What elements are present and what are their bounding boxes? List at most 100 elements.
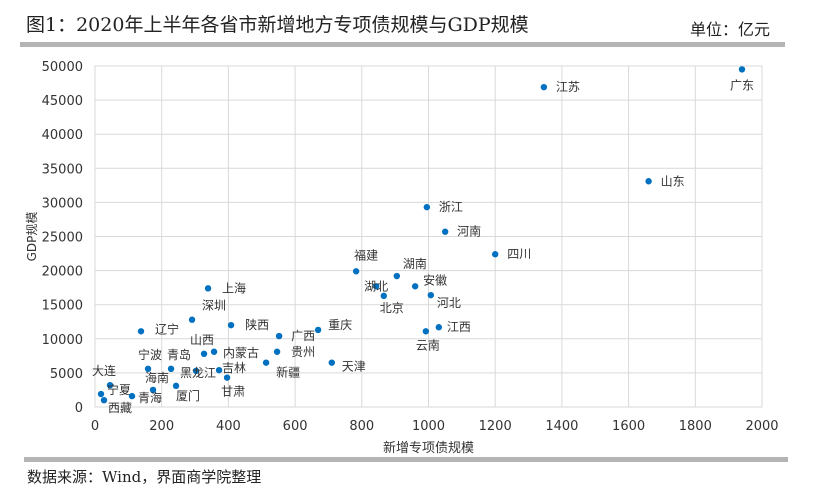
data-point	[106, 381, 114, 389]
data-point	[435, 324, 443, 331]
point-label: 广东	[730, 78, 754, 92]
data-point	[540, 83, 548, 91]
point-label: 浙江	[439, 200, 463, 214]
data-point	[273, 348, 281, 355]
point-label: 四川	[507, 247, 531, 261]
x-tick-label: 1200	[479, 419, 512, 434]
data-point	[275, 332, 283, 340]
data-point	[172, 382, 180, 390]
data-point	[192, 367, 200, 375]
data-point	[380, 292, 388, 300]
point-label: 西藏	[108, 401, 132, 415]
y-tick-label: 35000	[42, 162, 83, 177]
y-tick-label: 20000	[42, 265, 83, 280]
x-tick-label: 400	[216, 419, 241, 434]
y-tick-label: 10000	[42, 333, 83, 348]
data-point	[200, 350, 208, 358]
point-label: 江苏	[556, 80, 580, 94]
x-axis-label: 新增专项债规模	[383, 440, 474, 456]
y-tick-label: 40000	[42, 128, 83, 143]
point-label: 青岛	[167, 347, 191, 362]
point-label: 厦门	[176, 388, 200, 403]
point-label: 辽宁	[155, 321, 179, 336]
data-point	[188, 316, 196, 323]
data-point	[149, 386, 157, 394]
data-point	[738, 66, 746, 73]
y-tick-label: 25000	[42, 231, 83, 246]
data-point	[411, 283, 419, 290]
x-tick-label: 2000	[745, 419, 778, 434]
x-tick-label: 1000	[412, 419, 445, 434]
x-tick-label: 1800	[679, 419, 712, 434]
point-label: 云南	[416, 337, 440, 352]
point-label: 安徽	[423, 272, 447, 287]
data-point	[427, 291, 435, 299]
point-label: 河北	[437, 296, 461, 310]
data-point	[210, 348, 218, 355]
data-point	[144, 365, 152, 373]
point-label: 宁波	[138, 347, 162, 362]
data-point	[262, 359, 270, 366]
x-tick-label: 1600	[612, 419, 645, 434]
point-label: 陕西	[245, 317, 269, 332]
x-tick-label: 200	[149, 419, 174, 434]
unit-label: 单位：亿元	[689, 20, 770, 39]
y-tick-label: 45000	[42, 94, 83, 109]
data-point	[422, 328, 430, 335]
data-point	[352, 268, 360, 275]
data-point	[227, 321, 235, 329]
point-label: 深圳	[202, 299, 226, 313]
data-point	[441, 228, 449, 235]
point-label: 青海	[138, 390, 162, 405]
data-point	[423, 203, 431, 211]
source-note: 数据来源：Wind，界面商学院整理	[27, 468, 262, 486]
data-point	[167, 365, 175, 373]
point-label: 福建	[354, 247, 378, 262]
point-label: 内蒙古	[223, 345, 259, 360]
data-point	[137, 328, 145, 335]
x-tick-label: 800	[349, 419, 374, 434]
y-tick-label: 50000	[42, 60, 83, 75]
data-point	[645, 178, 652, 185]
point-label: 湖北	[364, 278, 388, 293]
point-label: 北京	[380, 301, 404, 315]
point-label: 湖南	[403, 256, 427, 271]
point-label: 新疆	[276, 365, 300, 380]
data-point	[372, 283, 380, 290]
bottom-divider	[24, 457, 788, 462]
point-label: 广西	[291, 329, 315, 343]
y-tick-label: 15000	[42, 299, 83, 314]
chart-title: 图1：2020年上半年各省市新增地方专项债规模与GDP规模	[26, 14, 529, 36]
data-point	[204, 285, 212, 292]
point-label: 山东	[661, 174, 685, 188]
x-tick-label: 0	[91, 419, 99, 434]
point-label: 大连	[92, 363, 116, 378]
data-point	[223, 374, 231, 381]
data-point	[100, 396, 108, 404]
point-label: 重庆	[328, 318, 352, 332]
x-tick-label: 600	[283, 419, 308, 434]
point-label: 宁夏	[107, 382, 131, 397]
point-label: 河南	[457, 224, 481, 239]
point-label: 江西	[447, 320, 471, 334]
y-tick-label: 5000	[50, 367, 83, 382]
point-label: 天津	[342, 360, 366, 374]
y-axis-label: GDP规模	[24, 212, 39, 262]
data-point	[393, 272, 401, 280]
data-point	[328, 359, 335, 366]
plot-area	[94, 65, 763, 408]
top-divider	[20, 42, 785, 47]
y-tick-label: 0	[75, 401, 83, 416]
point-label: 贵州	[291, 345, 315, 359]
data-point	[314, 326, 322, 334]
point-label: 吉林	[222, 361, 246, 375]
point-label: 山西	[190, 333, 214, 347]
data-point	[128, 392, 136, 400]
y-tick-label: 30000	[42, 196, 83, 211]
data-point	[215, 366, 223, 374]
point-label: 甘肃	[221, 385, 245, 399]
point-label: 黑龙江	[180, 366, 216, 380]
x-tick-label: 1400	[545, 419, 578, 434]
